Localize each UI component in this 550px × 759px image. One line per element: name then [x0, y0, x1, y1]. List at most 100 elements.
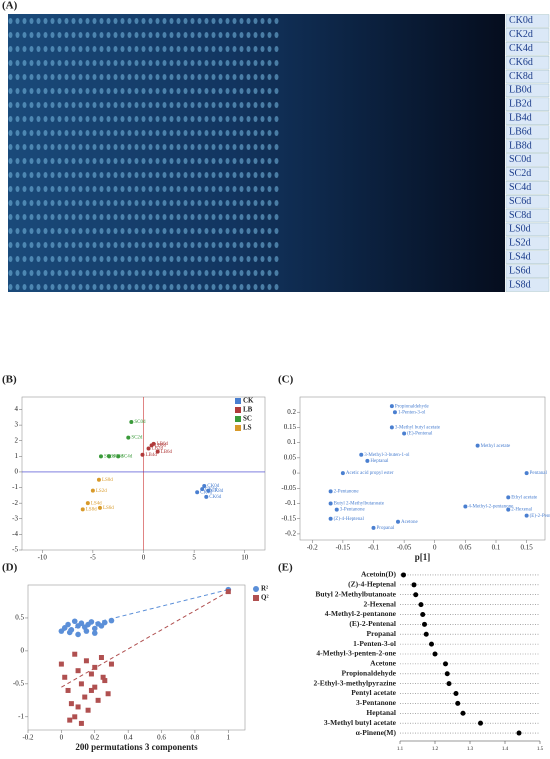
point-label: 2-Pentanone [334, 489, 360, 494]
x-tick-label: -0.1 [368, 544, 380, 552]
row-label-box [505, 42, 550, 56]
y-tick-label: -3 [12, 514, 18, 522]
category-label: 3-Pentanone [356, 698, 397, 707]
category-label: 1-Penten-3-ol [353, 639, 396, 648]
point-label: 1-Penten-3-ol [398, 410, 426, 415]
point-label: SC0d [134, 420, 146, 425]
row-label: SC6d [509, 196, 531, 207]
point [78, 620, 85, 627]
dot [401, 572, 406, 578]
y-tick-label: 0.2 [287, 408, 296, 416]
point [83, 628, 90, 634]
row-label-box [505, 236, 550, 250]
point [92, 684, 98, 690]
point-label: LB0d [157, 442, 169, 447]
dot [423, 631, 429, 637]
row-label: LS6d [509, 265, 531, 276]
point [75, 631, 81, 638]
category-label: Propanal [367, 629, 396, 638]
row-label-box [505, 83, 550, 98]
category-label: Acetoin(D) [361, 570, 396, 579]
x-tick-label: 0.05 [459, 544, 472, 552]
point-label: Ethyl acetate [511, 496, 538, 501]
point-label: (Z)-4-Heptenal [334, 517, 365, 522]
legend-swatch [235, 416, 241, 422]
row-label: LS4d [509, 252, 531, 263]
point [108, 661, 114, 667]
point [62, 674, 68, 680]
point-label: SC2d [131, 436, 143, 441]
point [206, 488, 211, 493]
y-tick-label: -0.15 [281, 514, 296, 522]
point [101, 619, 108, 626]
y-tick-label: -0.1 [285, 499, 297, 507]
category-label: Butyl 2-Methylbutanoate [315, 589, 396, 598]
row-label-box [505, 222, 550, 237]
x-tick-label: 1.3 [467, 747, 474, 752]
point [328, 501, 333, 506]
point [202, 483, 207, 488]
point [359, 452, 364, 457]
row-label-box [505, 69, 550, 84]
point-label: Acetic acid propyl ester [346, 471, 394, 476]
row-label-box [505, 97, 550, 111]
point-label: Methyl acetate [481, 444, 511, 449]
row-label-box [505, 56, 550, 70]
row-label-box [505, 181, 550, 195]
point-label: CK2d [205, 487, 217, 492]
point [100, 674, 106, 680]
point [71, 618, 78, 625]
x-tick-label: -10 [38, 554, 48, 562]
panel-label: (B) [2, 374, 17, 386]
y-tick-label: 1 [15, 452, 19, 460]
point-label: Heptanal [370, 459, 389, 464]
panel-label: (C) [278, 374, 294, 386]
category-label: 2-Ethyl-3-methylpyrazine [314, 678, 397, 687]
point [58, 661, 64, 667]
x-tick-label: 0 [142, 554, 146, 562]
x-tick-label: 0 [60, 734, 64, 742]
y-tick-label: 0.5 [15, 614, 24, 622]
row-label: SC0d [509, 154, 531, 165]
point [68, 701, 74, 707]
legend-label: LS [243, 424, 252, 432]
y-tick-label: 0 [15, 468, 19, 476]
point [140, 452, 145, 457]
point-label: Propanal [377, 526, 395, 531]
point-label: Butyl 2-Methylbutanoate [334, 502, 385, 507]
category-label: Propionaldehyde [342, 668, 397, 677]
y-tick-label: -2 [12, 499, 18, 507]
row-label: LB0d [509, 85, 532, 96]
point [83, 658, 89, 664]
row-label: CK2d [509, 29, 533, 40]
row-label: SC4d [509, 182, 531, 193]
x-tick-label: 1.5 [537, 747, 544, 752]
point-label: SC4d [121, 454, 133, 459]
point [98, 454, 103, 459]
row-label-box [505, 139, 550, 153]
legend-label: CK [243, 397, 254, 405]
y-tick-label: -1 [18, 712, 24, 720]
dot [432, 651, 438, 657]
point-label: CK0d [207, 484, 219, 489]
row-label-box [505, 28, 550, 42]
point [97, 505, 102, 510]
x-tick-label: 0.15 [521, 544, 534, 552]
x-tick-label: -0.2 [22, 734, 34, 742]
dot [422, 621, 427, 627]
row-label-box [505, 250, 550, 264]
category-label: (E)-2-Pentenal [349, 619, 396, 628]
point [78, 681, 84, 687]
point [149, 443, 154, 448]
x-tick-label: 0.1 [492, 544, 501, 552]
point [75, 668, 81, 674]
point-label: Acetone [401, 520, 418, 525]
row-label-box [505, 195, 550, 209]
row-label-box [505, 167, 550, 181]
point [105, 691, 111, 697]
point-label: LS2d [96, 489, 107, 494]
dot [418, 602, 424, 608]
point-label: 3-Pentanone [340, 508, 366, 513]
y-tick-label: -0.5 [13, 679, 25, 687]
